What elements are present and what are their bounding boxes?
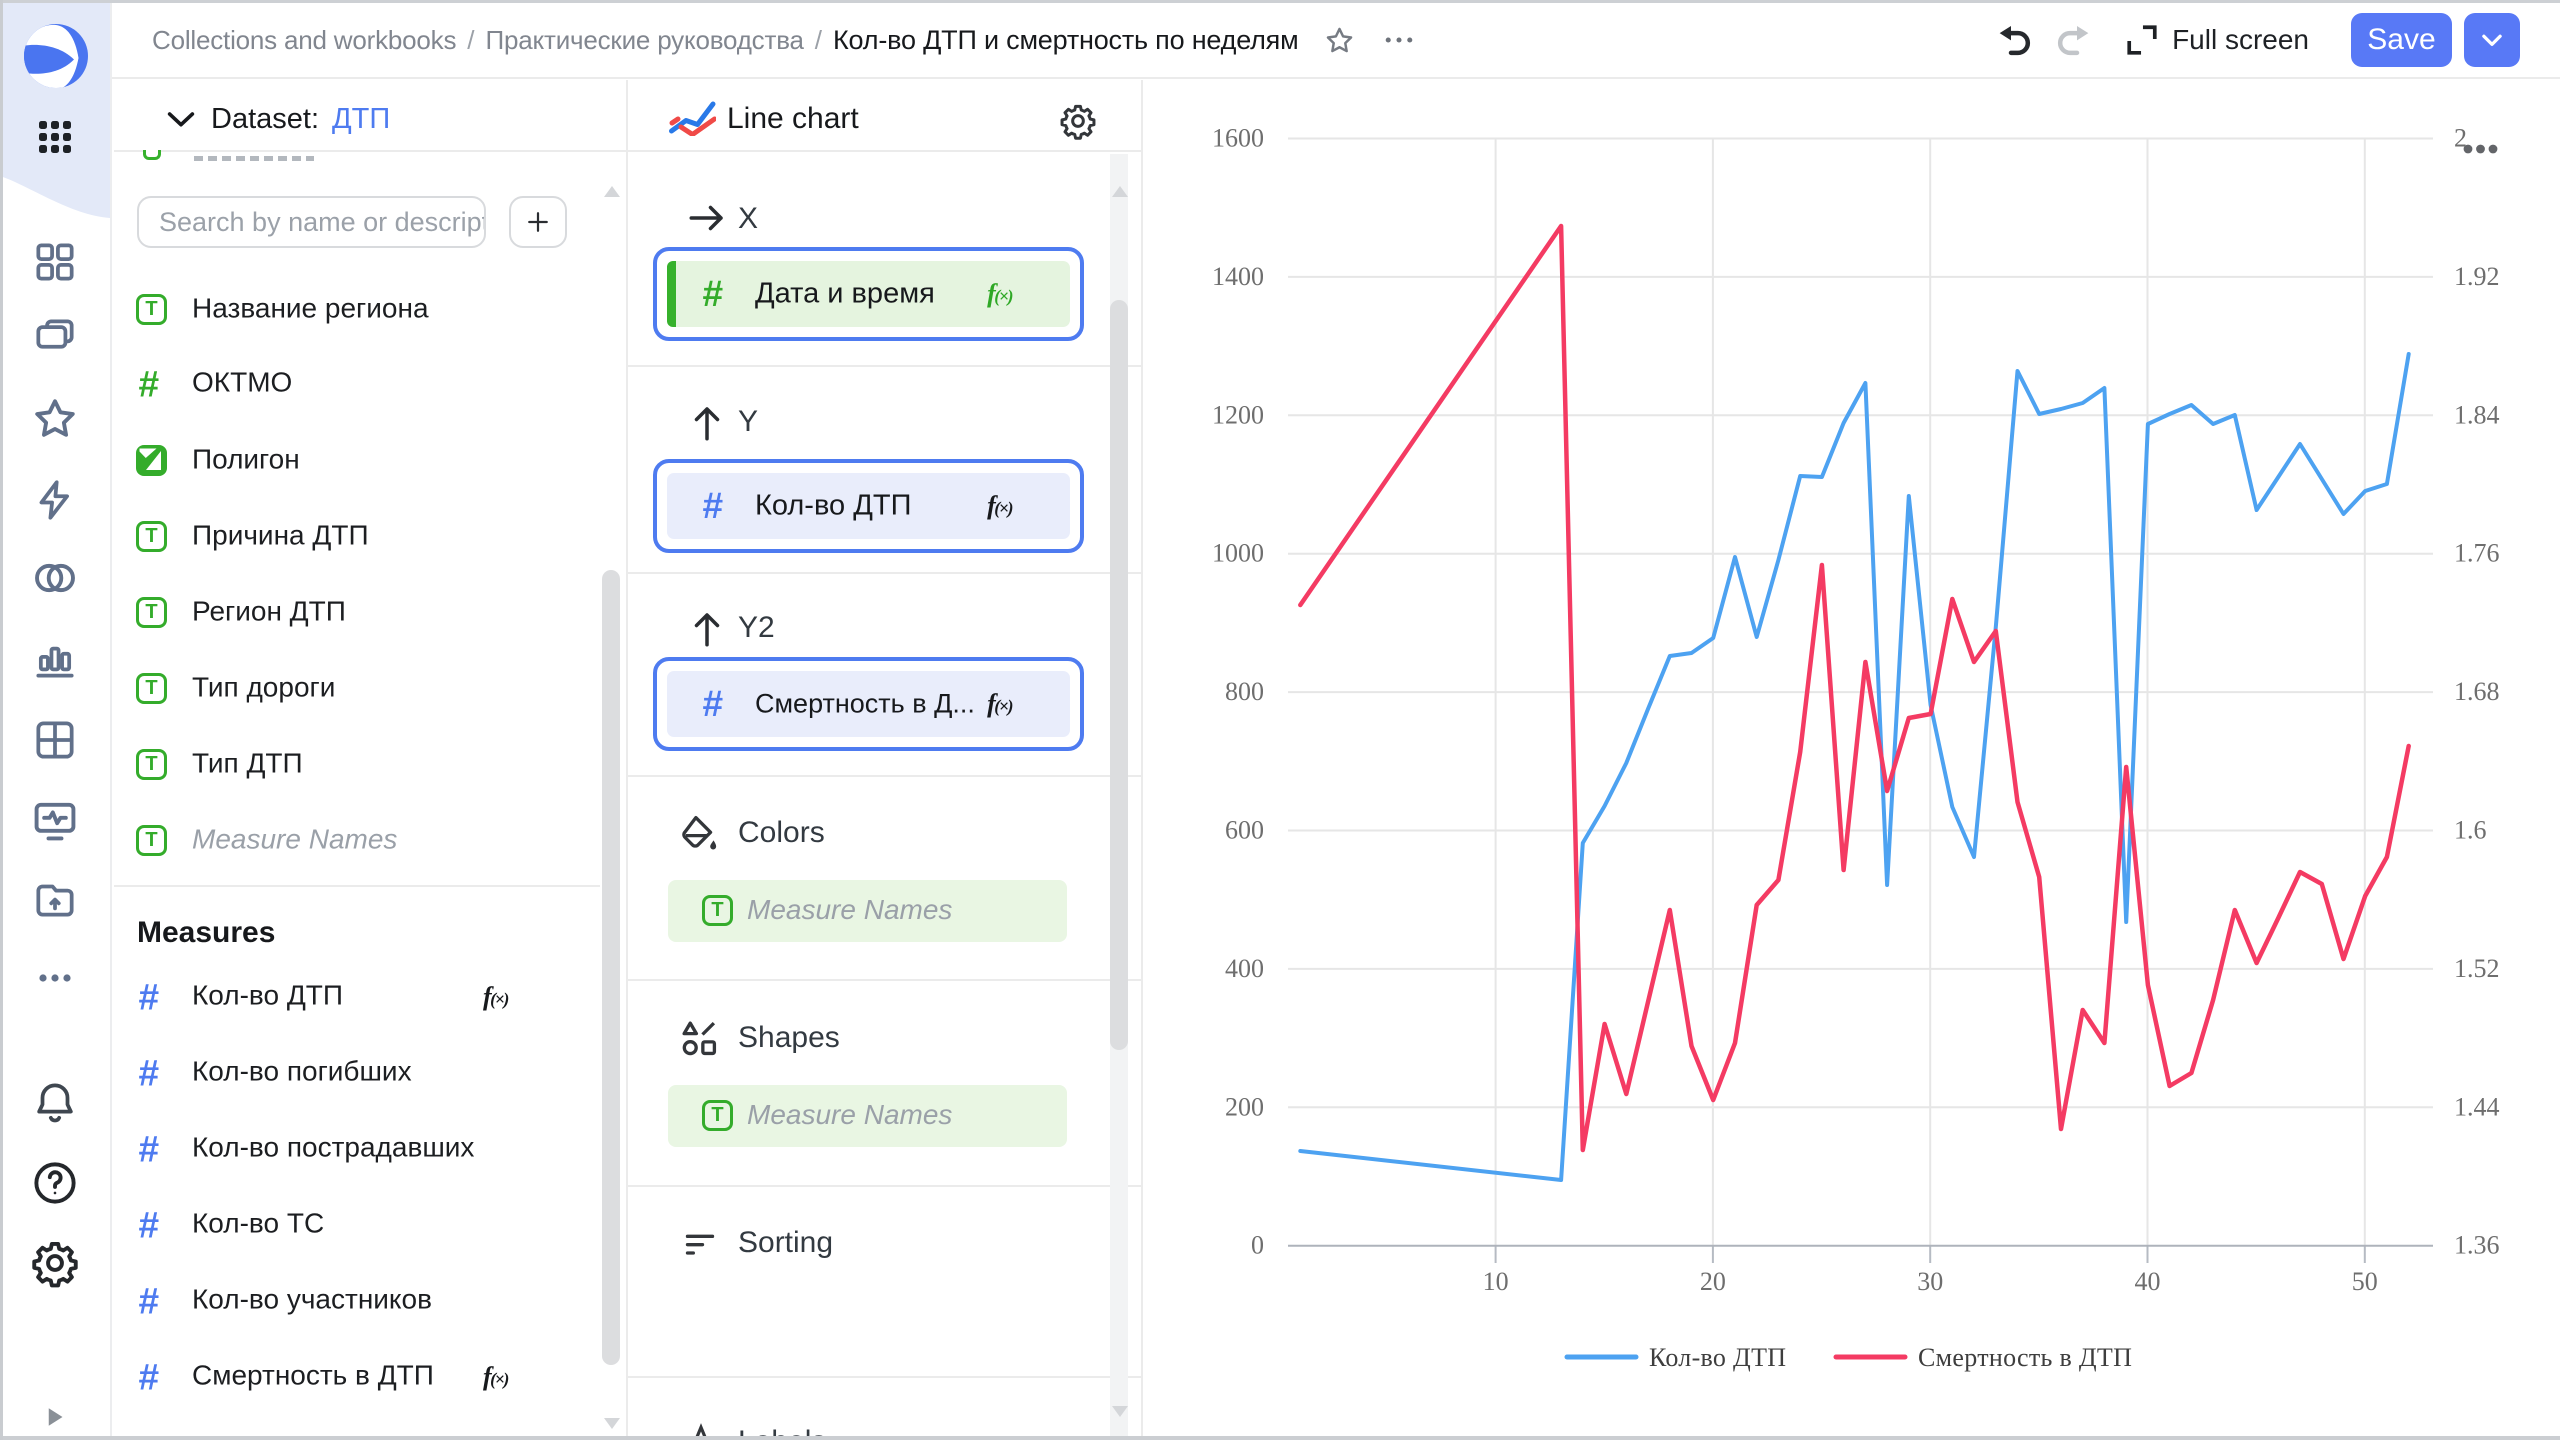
svg-text:1400: 1400 [1212, 262, 1264, 291]
svg-text:1200: 1200 [1212, 400, 1264, 429]
svg-text:1.84: 1.84 [2454, 400, 2500, 429]
svg-text:10: 10 [1483, 1267, 1509, 1296]
svg-text:Кол-во ДТП: Кол-во ДТП [1649, 1343, 1786, 1372]
svg-text:2: 2 [2454, 124, 2467, 153]
svg-text:800: 800 [1225, 677, 1264, 706]
svg-text:Смертность в ДТП: Смертность в ДТП [1918, 1343, 2132, 1372]
svg-text:200: 200 [1225, 1092, 1264, 1121]
svg-text:40: 40 [2135, 1267, 2161, 1296]
svg-text:0: 0 [1251, 1231, 1264, 1260]
svg-text:1.68: 1.68 [2454, 677, 2500, 706]
svg-text:1.76: 1.76 [2454, 539, 2500, 568]
svg-text:400: 400 [1225, 954, 1264, 983]
svg-text:1600: 1600 [1212, 124, 1264, 153]
svg-text:1.6: 1.6 [2454, 816, 2487, 845]
svg-text:20: 20 [1700, 1267, 1726, 1296]
svg-text:1000: 1000 [1212, 539, 1264, 568]
svg-text:1.36: 1.36 [2454, 1231, 2500, 1260]
svg-text:1.92: 1.92 [2454, 262, 2500, 291]
svg-text:30: 30 [1917, 1267, 1943, 1296]
svg-text:600: 600 [1225, 816, 1264, 845]
svg-text:1.52: 1.52 [2454, 954, 2500, 983]
svg-text:50: 50 [2352, 1267, 2378, 1296]
svg-text:1.44: 1.44 [2454, 1092, 2500, 1121]
